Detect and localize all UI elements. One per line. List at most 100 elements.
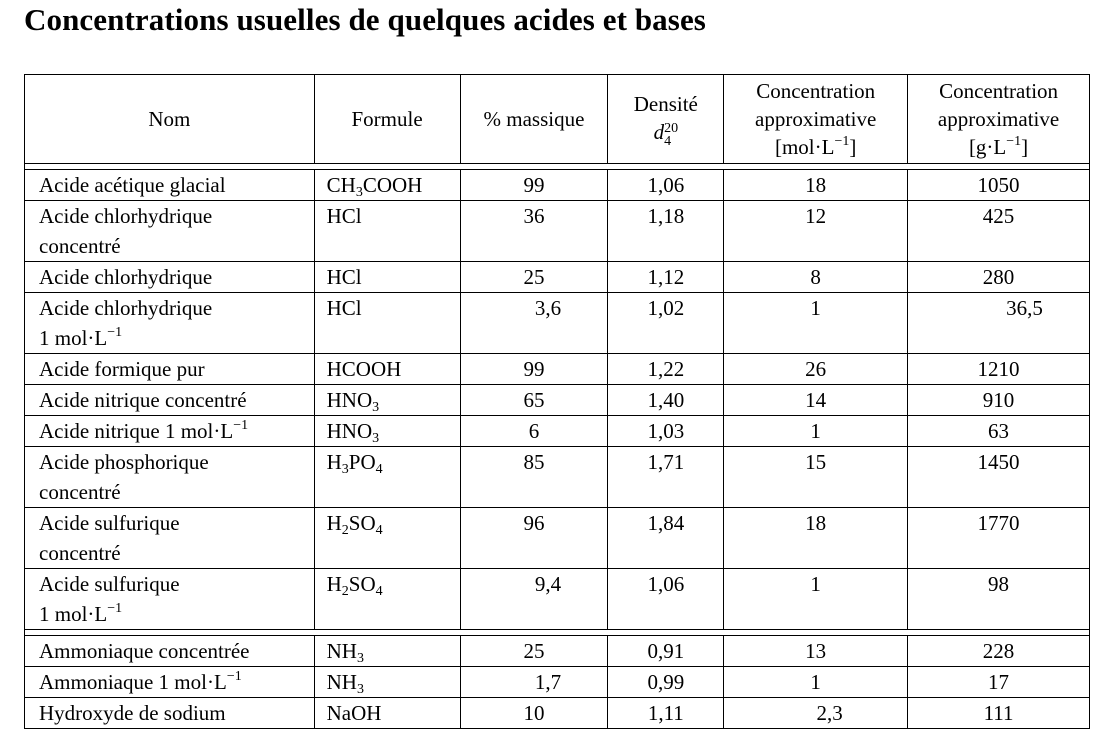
conc-mol-value: 1 (810, 419, 821, 443)
cell-densite: 1,40 (607, 384, 725, 416)
densite-value: 1,02 (647, 296, 685, 320)
formule-part-a: HCl (326, 265, 362, 289)
nom-line1: Acide sulfurique (39, 511, 180, 535)
conc-g-value: 1210 (977, 357, 1020, 381)
conc-mol-value: 14 (805, 388, 827, 412)
formule-part-a: CH (326, 173, 356, 197)
nom-line1-exp: −1 (233, 418, 249, 433)
nom-line2: concentré (39, 480, 121, 504)
cell-massique: 36 (459, 200, 609, 262)
cell-conc-g: 1050 (907, 169, 1090, 201)
cell-conc-mol: 1 (723, 292, 909, 354)
nom-line2-exp: −1 (107, 325, 123, 340)
cell-nom: Acide nitrique 1 mol·L−1 (24, 415, 315, 447)
conc-g-value: 63 (988, 419, 1010, 443)
page-title: Concentrations usuelles de quelques acid… (24, 2, 706, 37)
header-densite-symbol: d (653, 120, 665, 145)
cell-conc-g: 1210 (907, 353, 1090, 385)
header-densite-sup: 20 (664, 120, 679, 136)
conc-mol-value: 2,3 (816, 701, 843, 725)
densite-value: 1,06 (647, 572, 685, 596)
cell-conc-mol: 2,3 (723, 697, 909, 729)
cell-conc-mol: 15 (723, 446, 909, 508)
cell-nom: Ammoniaque concentrée (24, 635, 315, 667)
cell-conc-mol: 18 (723, 507, 909, 569)
densite-value: 1,22 (647, 357, 685, 381)
densite-value: 0,99 (647, 670, 685, 694)
conc-mol-value: 1 (810, 670, 821, 694)
formule-part-a: HCl (326, 204, 362, 228)
table-row: Acide phosphorique concentré H3PO4 85 1,71 15… (24, 446, 1090, 508)
nom-line2: 1 mol·L (39, 326, 108, 350)
cell-conc-g: 425 (907, 200, 1090, 262)
cell-massique: 65 (459, 384, 609, 416)
formule-part-b: SO (348, 572, 376, 596)
densite-value: 1,12 (647, 265, 685, 289)
formule-part-a: H (326, 450, 342, 474)
cell-formule: HCl (313, 292, 461, 354)
formule-sub-1: 2 (341, 584, 349, 599)
cell-formule: HNO3 (313, 384, 461, 416)
cell-conc-mol: 12 (723, 200, 909, 262)
conc-g-value: 111 (983, 701, 1014, 725)
cell-nom: Acide acétique glacial (24, 169, 315, 201)
conc-g-value: 1450 (977, 450, 1020, 474)
cell-nom: Hydroxyde de sodium (24, 697, 315, 729)
massique-value: 99 (523, 357, 545, 381)
cell-formule: NH3 (313, 635, 461, 667)
cell-densite: 1,03 (607, 415, 725, 447)
massique-value: 1,7 (534, 670, 562, 694)
cell-conc-mol: 14 (723, 384, 909, 416)
header-conc-mol-line2: approximative (755, 107, 877, 131)
conc-g-value: 280 (982, 265, 1015, 289)
header-nom: Nom (24, 74, 315, 164)
bases-group: Ammoniaque concentrée NH3 25 0,91 13 228 Ammon… (24, 635, 1090, 729)
header-conc-mol-unit: [mol·L (774, 135, 835, 159)
cell-formule: HCOOH (313, 353, 461, 385)
densite-value: 1,40 (647, 388, 685, 412)
densite-value: 1,18 (647, 204, 685, 228)
cell-formule: HCl (313, 261, 461, 293)
cell-densite: 1,02 (607, 292, 725, 354)
nom-line1: Acide nitrique 1 mol·L (39, 419, 234, 443)
cell-nom: Ammoniaque 1 mol·L−1 (24, 666, 315, 698)
header-densite: Densité d20 4 (607, 74, 725, 164)
formule-sub-1: 3 (341, 462, 349, 477)
nom-line1: Acide sulfurique (39, 572, 180, 596)
cell-massique: 96 (459, 507, 609, 569)
table-row: Acide nitrique 1 mol·L−1 HNO3 6 1,03 1 63 (24, 415, 1090, 447)
nom-line2: concentré (39, 541, 121, 565)
cell-massique: 1,7 (459, 666, 609, 698)
nom-line1: Acide chlorhydrique (39, 265, 213, 289)
massique-value: 6 (528, 419, 540, 443)
cell-formule: HNO3 (313, 415, 461, 447)
cell-conc-mol: 18 (723, 169, 909, 201)
nom-line2: concentré (39, 234, 121, 258)
conc-mol-value: 8 (810, 265, 821, 289)
cell-massique: 6 (459, 415, 609, 447)
acids-group: Acide acétique glacial CH3COOH 99 1,06 18 105… (24, 169, 1090, 630)
cell-nom: Acide sulfurique concentré (24, 507, 315, 569)
cell-densite: 1,22 (607, 353, 725, 385)
table-row: Acide sulfurique concentré H2SO4 96 1,84 18 17… (24, 507, 1090, 569)
conc-mol-value: 12 (805, 204, 827, 228)
cell-densite: 1,84 (607, 507, 725, 569)
conc-mol-value: 18 (805, 511, 827, 535)
conc-mol-value: 13 (805, 639, 827, 663)
massique-value: 85 (523, 450, 545, 474)
cell-conc-mol: 8 (723, 261, 909, 293)
header-densite-label: Densité (633, 92, 698, 117)
densite-value: 0,91 (647, 639, 685, 663)
massique-value: 65 (523, 388, 545, 412)
nom-line1: Acide acétique glacial (39, 173, 226, 197)
nom-line1: Acide phosphorique (39, 450, 209, 474)
cell-conc-g: 63 (907, 415, 1090, 447)
cell-nom: Acide nitrique concentré (24, 384, 315, 416)
conc-mol-value: 18 (805, 173, 827, 197)
cell-conc-g: 98 (907, 568, 1090, 630)
conc-mol-value: 26 (805, 357, 827, 381)
nom-line1: Hydroxyde de sodium (39, 701, 226, 725)
cell-nom: Acide phosphorique concentré (24, 446, 315, 508)
cell-conc-g: 1770 (907, 507, 1090, 569)
header-formule: Formule (313, 74, 461, 164)
